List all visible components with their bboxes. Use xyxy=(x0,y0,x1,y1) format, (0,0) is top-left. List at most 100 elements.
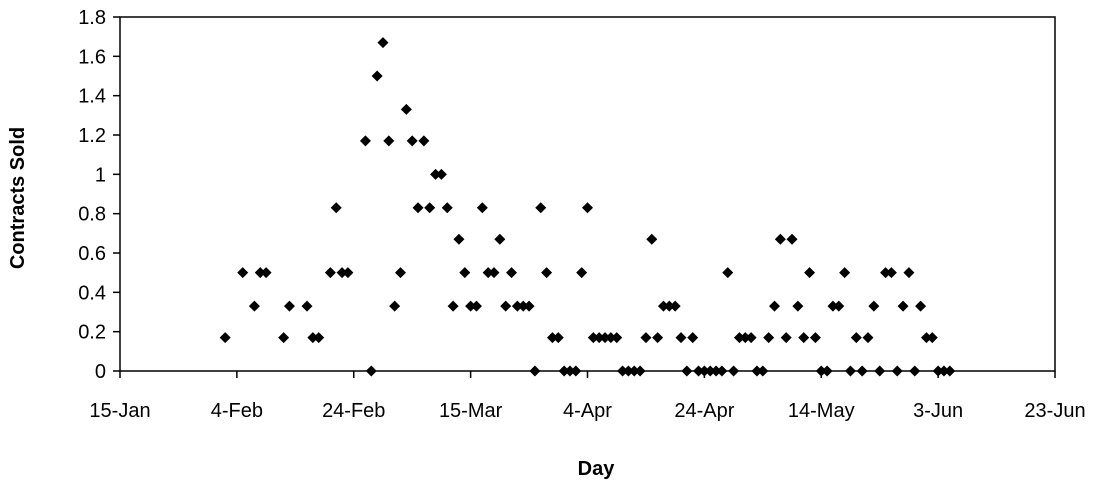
y-tick-label: 1.2 xyxy=(78,125,106,147)
data-point xyxy=(862,332,874,344)
data-point xyxy=(342,267,354,279)
data-point xyxy=(517,300,529,312)
data-point xyxy=(663,300,675,312)
data-point xyxy=(506,267,518,279)
data-point xyxy=(669,300,681,312)
data-point xyxy=(751,365,763,377)
data-point xyxy=(488,267,500,279)
data-point xyxy=(891,365,903,377)
data-point xyxy=(693,365,705,377)
data-point xyxy=(541,267,553,279)
data-point xyxy=(745,332,757,344)
data-point xyxy=(728,365,740,377)
data-point xyxy=(909,365,921,377)
x-tick-label: 24-Apr xyxy=(674,400,734,422)
x-axis-ticks: 15-Jan 4-Feb 24-Feb 15-Mar 4-Apr 24-Apr 14-May… xyxy=(89,371,1086,422)
data-point xyxy=(774,233,786,245)
data-point xyxy=(733,332,745,344)
x-tick-label: 15-Jan xyxy=(89,400,150,422)
data-points xyxy=(219,37,956,377)
data-point xyxy=(809,332,821,344)
data-point xyxy=(903,267,915,279)
data-point xyxy=(634,365,646,377)
data-point xyxy=(698,365,710,377)
data-point xyxy=(628,365,640,377)
x-tick-label: 4-Feb xyxy=(211,400,263,422)
y-tick-label: 0.8 xyxy=(78,204,106,226)
data-point xyxy=(938,365,950,377)
data-point xyxy=(757,365,769,377)
data-point xyxy=(915,300,927,312)
data-point xyxy=(441,202,453,214)
data-point xyxy=(932,365,944,377)
data-point xyxy=(564,365,576,377)
data-point xyxy=(383,135,395,147)
x-tick-label: 4-Apr xyxy=(563,400,612,422)
data-point xyxy=(278,332,290,344)
data-point xyxy=(856,365,868,377)
data-point xyxy=(529,365,541,377)
data-point xyxy=(406,135,418,147)
data-point xyxy=(675,332,687,344)
data-point xyxy=(652,332,664,344)
x-tick-label: 15-Mar xyxy=(439,400,503,422)
data-point xyxy=(833,300,845,312)
x-axis-title: Day xyxy=(578,458,616,480)
y-axis-title: Contracts Sold xyxy=(7,127,29,269)
data-point xyxy=(389,300,401,312)
data-point xyxy=(330,202,342,214)
data-point xyxy=(704,365,716,377)
data-point xyxy=(839,267,851,279)
y-tick-label: 1.6 xyxy=(78,46,106,68)
data-point xyxy=(494,233,506,245)
data-point xyxy=(476,202,488,214)
data-point xyxy=(611,332,623,344)
data-point xyxy=(558,365,570,377)
data-point xyxy=(850,332,862,344)
data-point xyxy=(465,300,477,312)
y-tick-label: 1.4 xyxy=(78,86,106,108)
y-axis-ticks: 0 0.2 0.4 0.6 0.8 1 1.2 1.4 1.6 1.8 xyxy=(78,7,120,383)
data-point xyxy=(570,365,582,377)
data-point xyxy=(470,300,482,312)
data-point xyxy=(920,332,932,344)
data-point xyxy=(885,267,897,279)
data-point xyxy=(371,70,383,82)
data-point xyxy=(237,267,249,279)
data-point xyxy=(646,233,658,245)
data-point xyxy=(786,233,798,245)
y-tick-label: 0.4 xyxy=(78,282,106,304)
x-tick-label: 3-Jun xyxy=(913,400,963,422)
data-point xyxy=(430,168,442,180)
data-point xyxy=(880,267,892,279)
data-point xyxy=(821,365,833,377)
data-point xyxy=(552,332,564,344)
data-point xyxy=(482,267,494,279)
data-point xyxy=(453,233,465,245)
data-point xyxy=(307,332,319,344)
data-point xyxy=(640,332,652,344)
plot-area-frame xyxy=(119,16,1056,372)
data-point xyxy=(395,267,406,279)
data-point xyxy=(844,365,856,377)
data-point xyxy=(582,202,593,214)
data-point xyxy=(874,365,886,377)
data-point xyxy=(219,332,231,344)
data-point xyxy=(424,202,436,214)
data-point xyxy=(576,267,588,279)
data-point xyxy=(868,300,880,312)
data-point xyxy=(710,365,722,377)
data-point xyxy=(687,332,699,344)
data-point xyxy=(459,267,471,279)
data-point xyxy=(716,365,728,377)
data-point xyxy=(593,332,605,344)
data-point xyxy=(248,300,260,312)
x-tick-label: 23-Jun xyxy=(1024,400,1085,422)
data-point xyxy=(617,365,629,377)
data-point xyxy=(283,300,295,312)
data-point xyxy=(418,135,430,147)
data-point xyxy=(400,103,412,115)
data-point xyxy=(535,202,547,214)
data-point xyxy=(260,267,272,279)
